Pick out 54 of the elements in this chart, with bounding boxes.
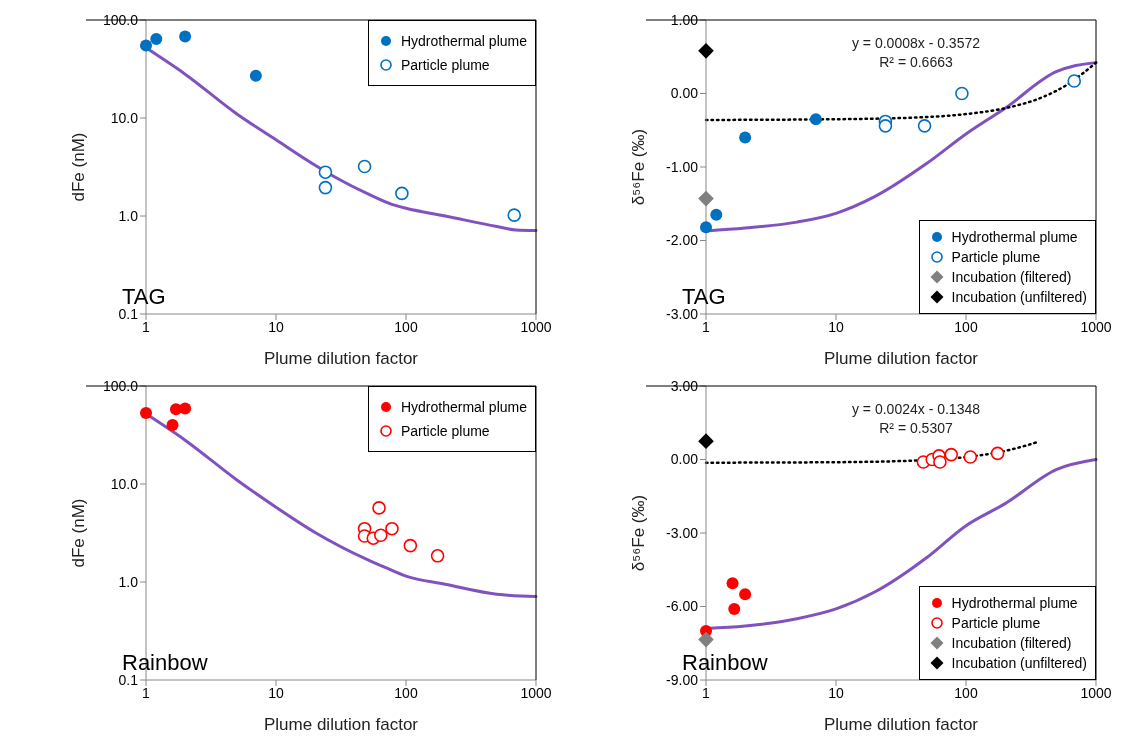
legend-label: Incubation (filtered): [951, 269, 1072, 285]
legend-label: Hydrothermal plume: [400, 399, 527, 415]
y-tick-label: 10.0: [110, 475, 139, 492]
y-tick-label: 3.00: [670, 377, 699, 394]
y-axis-title: δ⁵⁶Fe (‰): [629, 128, 649, 206]
x-tick-label: 1: [702, 684, 711, 701]
x-tick-label: 1: [142, 318, 151, 335]
y-tick-label: 1.00: [670, 11, 699, 28]
legend-label: Particle plume: [951, 249, 1041, 265]
y-tick-label: -1.00: [666, 158, 699, 175]
x-axis-title: Plume dilution factor: [263, 715, 419, 734]
y-tick-label: -2.00: [666, 232, 699, 249]
legend-label: Particle plume: [400, 423, 490, 439]
x-tick-label: 10: [828, 318, 844, 335]
annotation: R² = 0.5307: [879, 420, 953, 436]
annotation: R² = 0.6663: [879, 54, 953, 70]
annotation: y = 0.0024x - 0.1348: [851, 401, 981, 417]
x-tick-label: 10: [268, 684, 284, 701]
y-tick-label: -3.00: [666, 524, 699, 541]
y-tick-label: 1.0: [118, 573, 139, 590]
annotation: y = 0.0008x - 0.3572: [851, 35, 981, 51]
legend-label: Incubation (filtered): [951, 635, 1072, 651]
x-tick-label: 10: [828, 684, 844, 701]
y-axis-title: δ⁵⁶Fe (‰): [629, 494, 649, 572]
y-tick-label: 0.00: [670, 451, 699, 468]
y-tick-label: 10.0: [110, 109, 139, 126]
x-tick-label: 1000: [520, 318, 552, 335]
x-tick-label: 100: [394, 684, 418, 701]
x-tick-label: 1000: [1080, 318, 1112, 335]
legend-label: Particle plume: [400, 57, 490, 73]
x-tick-label: 100: [394, 318, 418, 335]
x-tick-label: 1: [142, 684, 151, 701]
legend-label: Particle plume: [951, 615, 1041, 631]
y-tick-label: 100.0: [102, 11, 139, 28]
x-axis-title: Plume dilution factor: [823, 715, 979, 734]
x-tick-label: 100: [954, 684, 978, 701]
x-axis-title: Plume dilution factor: [263, 349, 419, 368]
y-tick-label: 0.00: [670, 85, 699, 102]
x-tick-label: 10: [268, 318, 284, 335]
legend-label: Incubation (unfiltered): [951, 655, 1087, 671]
x-tick-label: 1: [702, 318, 711, 335]
y-tick-label: 100.0: [102, 377, 139, 394]
y-tick-label: 1.0: [118, 207, 139, 224]
x-tick-label: 1000: [520, 684, 552, 701]
legend-label: Hydrothermal plume: [951, 595, 1078, 611]
x-tick-label: 100: [954, 318, 978, 335]
x-tick-label: 1000: [1080, 684, 1112, 701]
y-axis-title: dFe (nM): [69, 132, 89, 202]
y-axis-title: dFe (nM): [69, 498, 89, 568]
x-axis-title: Plume dilution factor: [823, 349, 979, 368]
legend-label: Hydrothermal plume: [951, 229, 1078, 245]
y-tick-label: -6.00: [666, 598, 699, 615]
legend-label: Incubation (unfiltered): [951, 289, 1087, 305]
legend-label: Hydrothermal plume: [400, 33, 527, 49]
